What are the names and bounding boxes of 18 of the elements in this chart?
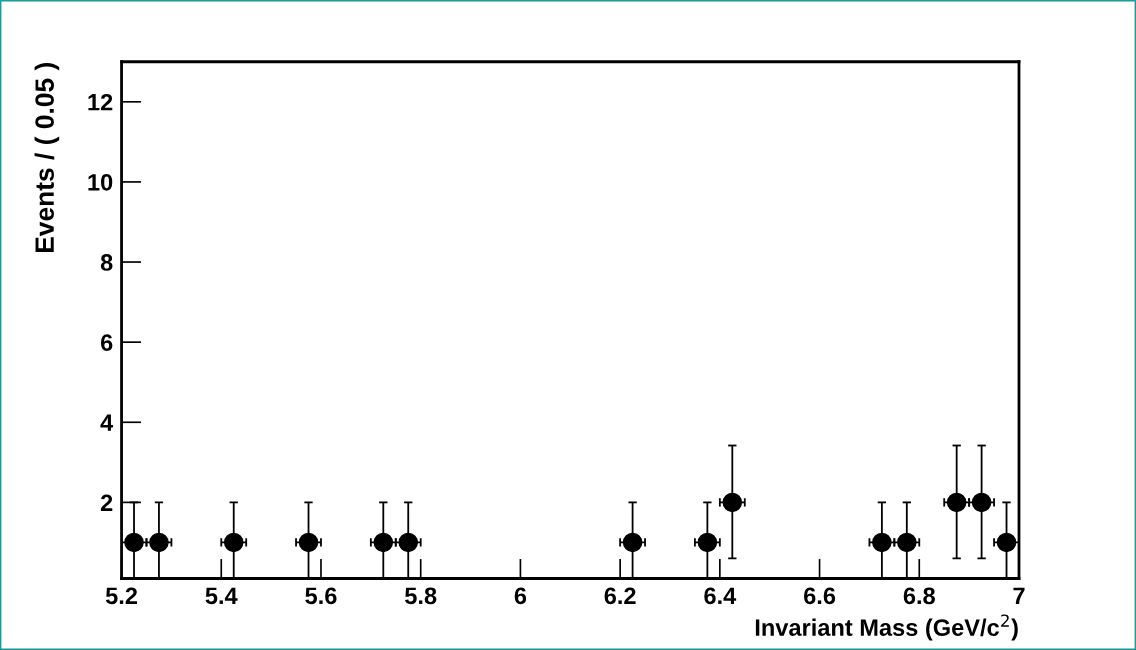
x-tick-label: 5.6 xyxy=(305,587,337,605)
y-tick-label: 6 xyxy=(100,334,113,351)
y-tick-label: 8 xyxy=(100,254,113,271)
y-tick-label: 2 xyxy=(100,494,113,511)
y-tick-label: 12 xyxy=(88,93,113,111)
x-tick-label: 6.2 xyxy=(604,587,636,605)
x-tick-label: 5.2 xyxy=(105,587,138,605)
x-axis-title: Invariant Mass (GeV/c$^{2}$) xyxy=(755,614,1018,641)
x-tick-label: 7 xyxy=(1013,587,1025,604)
x-tick-label: 6 xyxy=(514,587,527,605)
y-tick-label: 10 xyxy=(88,173,113,191)
x-tick-label: 6.8 xyxy=(903,587,935,605)
x-tick-label: 6.4 xyxy=(704,587,737,605)
y-tick-label: 4 xyxy=(100,414,114,431)
x-tick-label: 6.6 xyxy=(804,587,836,605)
x-tick-label: 5.4 xyxy=(205,587,238,605)
x-tick-label: 5.8 xyxy=(405,587,437,605)
y-axis-title: Events / ( 0.05 ) xyxy=(34,63,60,253)
